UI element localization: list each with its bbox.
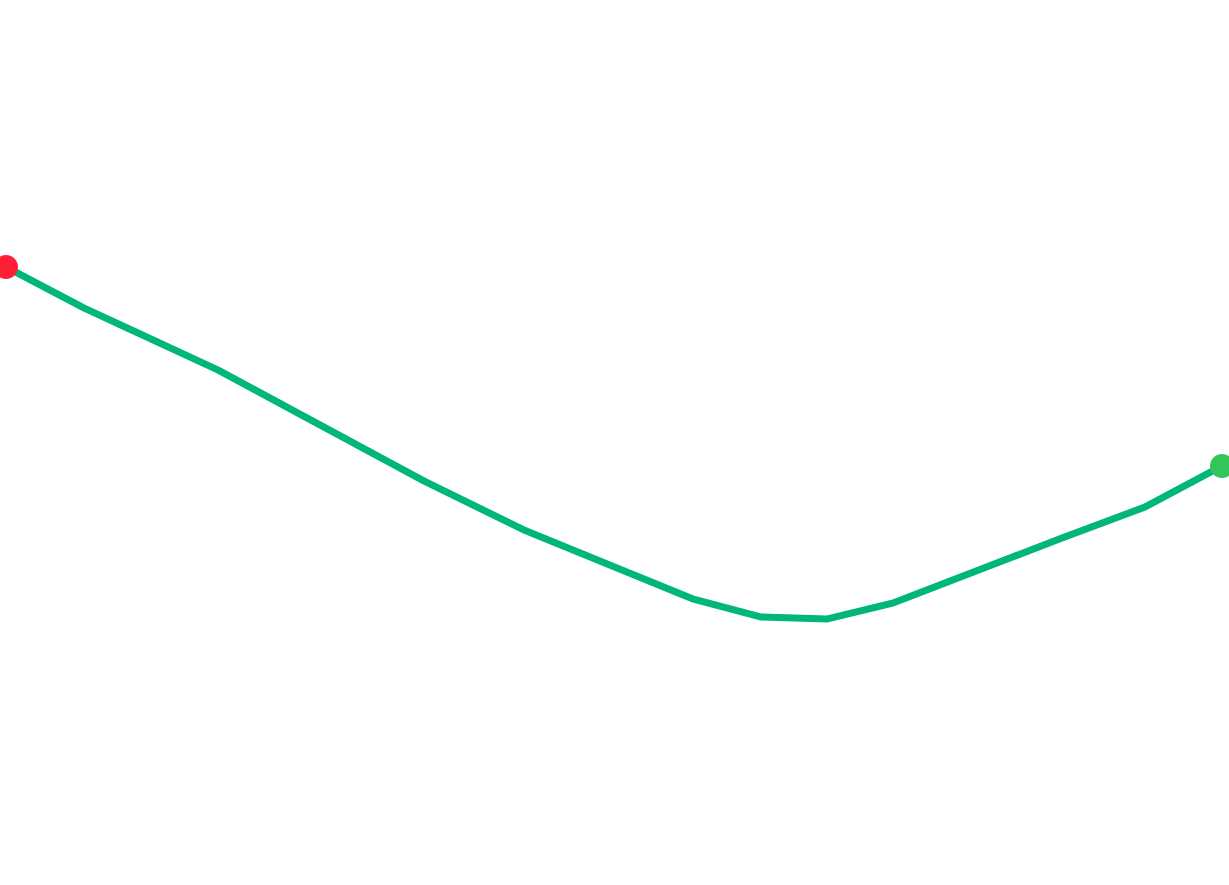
start-point-marker-icon[interactable] [0, 255, 18, 279]
route-line [2, 263, 1226, 623]
end-point-marker-icon[interactable] [1210, 454, 1229, 478]
